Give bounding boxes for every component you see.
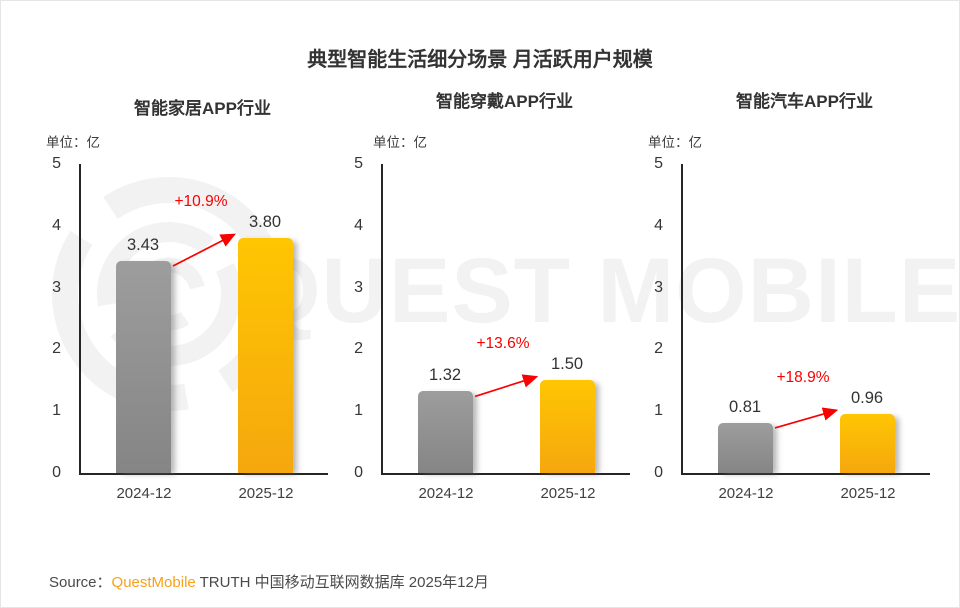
unit-label: 单位：亿	[648, 135, 702, 150]
x-category-label: 2024-12	[418, 485, 474, 502]
y-tick-label: 1	[52, 402, 61, 419]
y-tick-label: 2	[654, 340, 663, 357]
y-tick-label: 1	[354, 402, 363, 419]
y-tick-label: 5	[654, 155, 663, 172]
x-category-label: 2024-12	[718, 485, 774, 502]
plot-area: 5 4 3 2 1 0 3.43 3.80 +10.9% 2024-12 202…	[52, 155, 328, 502]
panel-title: 智能穿戴APP行业	[436, 92, 573, 111]
growth-arrow-icon	[474, 374, 539, 398]
y-tick-label: 0	[654, 464, 663, 481]
y-tick-label: 0	[354, 464, 363, 481]
y-tick-label: 3	[52, 279, 61, 296]
bar-value-label: 1.50	[550, 355, 584, 374]
y-tick-label: 5	[52, 155, 61, 172]
unit-label: 单位：亿	[373, 135, 427, 150]
bar-2025-12	[540, 380, 595, 473]
growth-arrow-icon	[774, 407, 839, 429]
chart-panel-smart-car: 智能汽车APP行业 单位：亿 5 4 3 2 1 0 0.81 0.96 +18…	[648, 1, 930, 541]
growth-arrow-icon	[172, 233, 237, 267]
y-tick-label: 0	[52, 464, 61, 481]
panel-title: 智能汽车APP行业	[736, 92, 873, 111]
source-suffix: TRUTH 中国移动互联网数据库 2025年12月	[195, 574, 489, 591]
x-category-label: 2025-12	[238, 485, 294, 502]
bar-2025-12	[840, 413, 895, 473]
chart-panel-smart-home: 智能家居APP行业 单位：亿 5 4 3 2 1 0 3.43 3.80 +10…	[46, 1, 328, 541]
y-tick-label: 2	[52, 340, 61, 357]
x-category-label: 2024-12	[116, 485, 172, 502]
y-tick-label: 4	[52, 217, 61, 234]
y-tick-label: 5	[354, 155, 363, 172]
y-tick-label: 3	[654, 279, 663, 296]
y-tick-label: 4	[354, 217, 363, 234]
plot-area: 5 4 3 2 1 0 1.32 1.50 +13.6% 2024-12 202…	[354, 155, 630, 502]
bar-value-label: 0.81	[728, 397, 762, 416]
page-title: 典型智能生活细分场景 月活跃用户规模	[307, 49, 653, 71]
bar-2024-12	[718, 422, 773, 473]
chart-panel-smart-wearable: 智能穿戴APP行业 单位：亿 5 4 3 2 1 0 1.32 1.50 +13…	[354, 1, 630, 541]
panel-title: 智能家居APP行业	[134, 99, 271, 118]
unit-label: 单位：亿	[46, 135, 100, 150]
plot-area: 5 4 3 2 1 0 0.81 0.96 +18.9% 2024-12 202…	[654, 155, 930, 502]
x-category-label: 2025-12	[840, 485, 896, 502]
bar-value-label: 1.32	[428, 366, 462, 385]
y-tick-label: 2	[354, 340, 363, 357]
y-tick-label: 1	[654, 402, 663, 419]
source-brand: QuestMobile	[111, 574, 196, 591]
growth-percent-label: +13.6%	[476, 335, 530, 353]
bar-2024-12	[418, 391, 473, 473]
growth-percent-label: +18.9%	[776, 368, 830, 386]
source-prefix: Source：	[49, 574, 112, 591]
y-tick-label: 4	[654, 217, 663, 234]
bar-value-label: 0.96	[850, 388, 884, 407]
x-category-label: 2025-12	[540, 485, 596, 502]
source-line: Source：QuestMobile TRUTH 中国移动互联网数据库 2025…	[49, 571, 489, 592]
y-tick-label: 3	[354, 279, 363, 296]
